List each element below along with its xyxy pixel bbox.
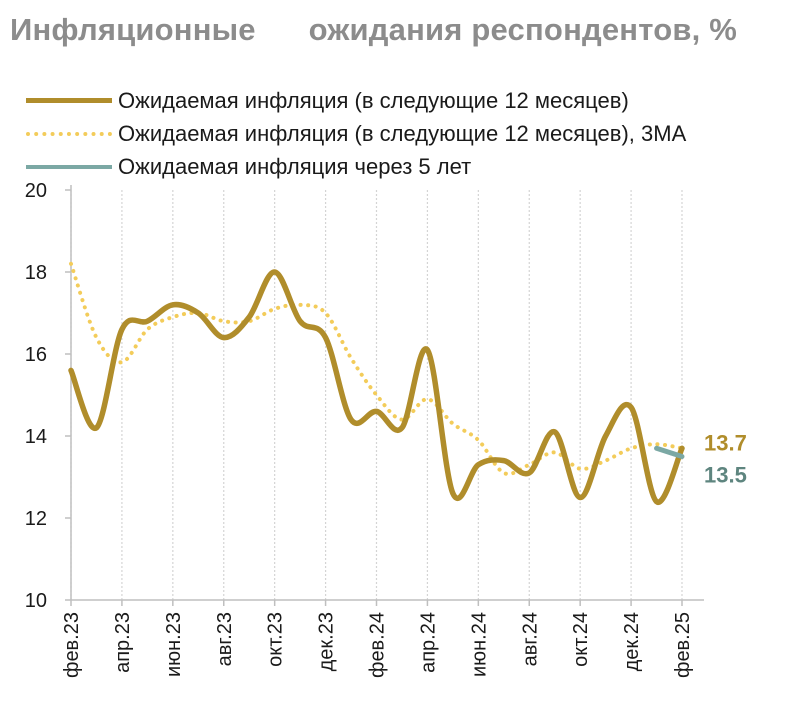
- x-tick-label-фев.23: фев.23: [61, 612, 83, 678]
- x-tick-label-авг.24: авг.24: [519, 612, 541, 666]
- legend-swatch-teal: [26, 164, 112, 169]
- x-tick-label-окт.24: окт.24: [570, 612, 592, 667]
- x-tick-label-фев.24: фев.24: [367, 612, 389, 678]
- y-tick-label-10: 10: [25, 590, 47, 612]
- legend-item-5y: Ожидаемая инфляция через 5 лет: [26, 150, 686, 183]
- end-label-5y: 13.5: [704, 463, 747, 488]
- legend-label-5y: Ожидаемая инфляция через 5 лет: [118, 153, 472, 179]
- chart-title: Инфляционные ожидания респондентов, %: [10, 12, 737, 47]
- x-tick-label-дек.23: дек.23: [316, 612, 338, 671]
- x-tick-label-фев.25: фев.25: [672, 612, 694, 678]
- legend-swatch-dotted-yellow: [26, 131, 112, 136]
- chart-legend: Ожидаемая инфляция (в следующие 12 месяц…: [26, 84, 686, 183]
- y-tick-label-16: 16: [25, 344, 47, 366]
- series-line-1: [69, 261, 684, 476]
- x-tick-label-авг.23: авг.23: [214, 612, 236, 666]
- legend-item-12m: Ожидаемая инфляция (в следующие 12 месяц…: [26, 84, 686, 117]
- end-label-12m: 13.7: [704, 430, 747, 455]
- legend-item-3ma: Ожидаемая инфляция (в следующие 12 месяц…: [26, 117, 686, 150]
- x-tick-label-дек.24: дек.24: [621, 612, 643, 671]
- x-tick-label-июн.24: июн.24: [468, 612, 490, 677]
- x-tick-label-июн.23: июн.23: [163, 612, 185, 677]
- x-tick-label-апр.24: апр.24: [417, 612, 439, 673]
- x-tick-label-окт.23: окт.23: [265, 612, 287, 667]
- legend-swatch-solid-gold: [26, 98, 112, 103]
- x-tick-label-апр.23: апр.23: [112, 612, 134, 673]
- series-line-0: [68, 269, 685, 505]
- legend-label-3ma: Ожидаемая инфляция (в следующие 12 месяц…: [118, 120, 687, 146]
- y-tick-label-14: 14: [25, 426, 47, 448]
- series-line-2: [654, 445, 685, 459]
- y-tick-label-20: 20: [25, 180, 47, 202]
- y-tick-label-12: 12: [25, 508, 47, 530]
- y-tick-label-18: 18: [25, 262, 47, 284]
- legend-label-12m: Ожидаемая инфляция (в следующие 12 месяц…: [118, 87, 629, 113]
